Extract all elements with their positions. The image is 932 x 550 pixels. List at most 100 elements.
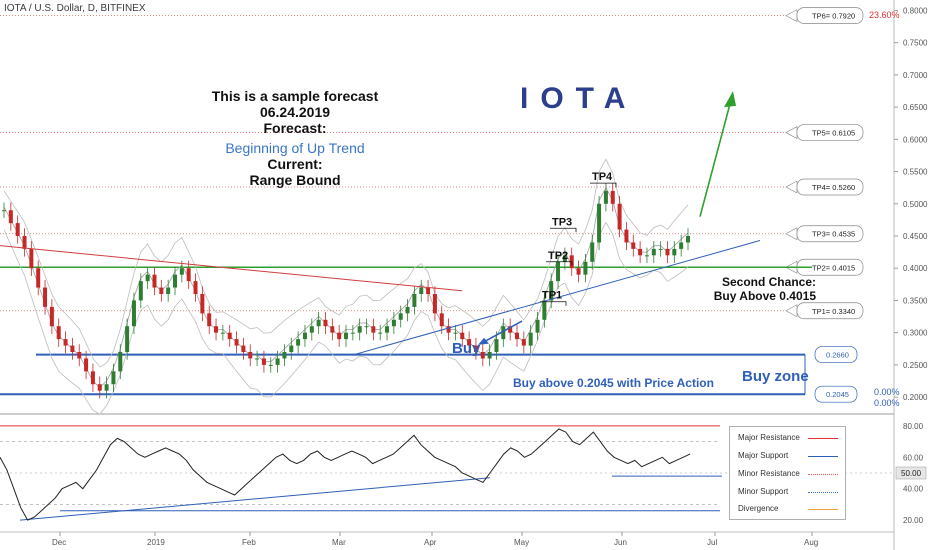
candle-body (679, 242, 684, 249)
candle-body (473, 345, 478, 352)
legend-label-minor-support: Minor Support (738, 487, 789, 496)
target-callout-label-tp5: TP5= 0.6105 (812, 129, 855, 138)
candle-body (624, 229, 629, 243)
candle-body (631, 242, 636, 249)
second-chance-label: Second Chance: (721, 275, 816, 289)
target-callout-pointer (785, 227, 798, 241)
candle-body (97, 384, 102, 391)
forecast-arrow-shaft (699, 103, 731, 217)
time-tick-label: Jul (707, 538, 717, 547)
candle-body (296, 339, 301, 346)
candle-body (521, 339, 526, 346)
forecast-date: 06.24.2019 (259, 104, 331, 120)
candle-body (77, 352, 82, 359)
buy-zone-callout-label: 0.2660 (826, 351, 849, 360)
buy-arrow-shaft (481, 320, 523, 344)
target-callout-label-tp4: TP4= 0.5260 (812, 183, 855, 192)
candle-body (357, 326, 362, 333)
target-callout-box (796, 178, 864, 196)
price-tick-label: 0.5000 (903, 200, 928, 209)
price-tick-label: 0.4000 (903, 264, 928, 273)
candle-body (638, 248, 643, 256)
buy-zone-label: Buy zone (742, 368, 809, 385)
target-callout-box (796, 302, 864, 320)
candle-body (603, 190, 608, 204)
candle-body (186, 268, 191, 282)
osc-tick-label: 20.00 (903, 516, 924, 525)
price-tick-label: 0.6000 (903, 135, 928, 144)
buy-arrow-head (478, 337, 489, 345)
candle-body (562, 255, 567, 262)
legend-line-minor-support (808, 492, 838, 493)
legend-line-minor-resistance (808, 474, 838, 475)
downtrend-line (0, 245, 463, 292)
bollinger-upper (3, 158, 689, 368)
candle-body (275, 358, 280, 365)
target-callout-pointer (785, 304, 798, 318)
candle-body (241, 345, 246, 352)
time-tick-label: Jun (614, 538, 627, 547)
candle-body (385, 326, 390, 333)
time-tick-label: Feb (242, 538, 256, 547)
candle-body (508, 326, 513, 333)
candle-body (576, 268, 581, 275)
candle-body (446, 326, 451, 333)
candle-body (549, 281, 554, 301)
current-label: Current: (267, 156, 323, 172)
candle-body (432, 294, 437, 314)
time-tick-label: Apr (424, 538, 437, 547)
candle-body (29, 248, 34, 269)
candle-body (193, 281, 198, 294)
candle-body (528, 332, 533, 346)
candle-body (391, 319, 396, 327)
osc-tick-label: 60.00 (903, 453, 924, 462)
candle-body (467, 339, 472, 346)
candle-body (125, 326, 130, 352)
legend-label-divergence: Divergence (738, 504, 779, 513)
forecast-arrow-head (724, 91, 736, 108)
candle-body (556, 261, 561, 282)
price-tick-label: 0.6500 (903, 103, 928, 112)
candle-body (207, 313, 212, 327)
tp-marker-bracket (550, 227, 577, 233)
target-callout-label-tp3: TP3= 0.4535 (812, 230, 855, 239)
candle-body (501, 326, 506, 340)
candle-body (200, 294, 205, 314)
target-callout-box (796, 124, 864, 141)
candle-body (84, 358, 89, 372)
candle-body (214, 326, 219, 333)
candle-body (15, 223, 20, 236)
price-tick-label: 0.7500 (903, 39, 928, 48)
candle-body (118, 352, 123, 372)
price-tick-label: 0.4500 (903, 232, 928, 241)
legend: Major Resistance Major Support Minor Res… (729, 426, 846, 520)
candle-body (179, 268, 184, 275)
candle-body (398, 313, 403, 320)
tp-marker-tp2: TP2 (548, 250, 568, 262)
candle-body (480, 352, 485, 359)
candle-body (583, 261, 588, 275)
candle-body (90, 371, 95, 385)
buy-label: Buy (452, 340, 481, 357)
time-tick-label: May (514, 538, 529, 547)
candle-body (173, 274, 177, 288)
forecast-value: Beginning of Up Trend (225, 140, 365, 156)
price-tick-label: 0.7000 (903, 71, 928, 80)
osc-tick-label: 40.00 (903, 485, 924, 494)
candle-body (220, 332, 225, 334)
legend-label-minor-resistance: Minor Resistance (738, 469, 800, 478)
buy-zone-callout-label: 0.2045 (826, 390, 849, 399)
candle-body (337, 332, 342, 340)
candle-body (453, 332, 458, 334)
candle-body (227, 332, 232, 340)
candle-body (166, 287, 171, 294)
candle-body (344, 332, 348, 340)
time-tick-label: Mar (332, 538, 346, 547)
candle-body (665, 248, 670, 256)
candle-body (255, 358, 260, 360)
tp-marker-bracket (590, 182, 617, 188)
candle-body (323, 319, 328, 327)
osc-trendline (19, 477, 491, 521)
candle-body (2, 210, 6, 212)
